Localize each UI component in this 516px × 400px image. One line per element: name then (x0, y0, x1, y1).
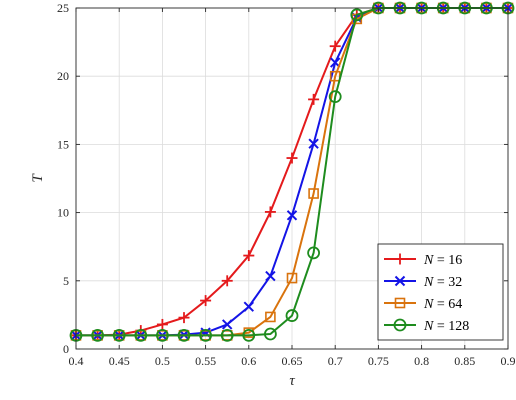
legend-value: 16 (448, 253, 462, 268)
x-tick-label: 0.55 (195, 354, 216, 368)
data-point (328, 90, 342, 104)
legend-variable: N (423, 253, 434, 268)
data-point (307, 246, 321, 260)
x-tick-label: 0.7 (328, 354, 343, 368)
legend-label: N = 16 (423, 253, 462, 268)
data-point (265, 270, 276, 282)
legend-equals: = (433, 275, 448, 290)
data-point (329, 40, 341, 52)
x-axis-label: τ (289, 373, 295, 389)
data-point (242, 328, 256, 342)
data-point (263, 327, 277, 341)
data-point (221, 319, 233, 330)
x-tick-label: 0.9 (501, 354, 516, 368)
legend-item: N = 32 (384, 275, 462, 290)
x-tick-label: 0.75 (368, 354, 389, 368)
data-point (308, 93, 320, 105)
data-point (221, 275, 233, 287)
legend-variable: N (423, 297, 434, 312)
data-point (286, 272, 298, 284)
legend-item: N = 16 (384, 253, 462, 268)
legend-variable: N (423, 275, 434, 290)
y-axis-ticks: 0 5 10 15 20 25 (57, 1, 508, 356)
x-tick-label: 0.8 (414, 354, 429, 368)
y-tick-label: 20 (57, 69, 69, 83)
legend-value: 128 (448, 319, 469, 334)
legend-value: 32 (448, 275, 462, 290)
data-point (178, 312, 190, 324)
y-tick-label: 10 (57, 206, 69, 220)
data-point (308, 138, 319, 149)
x-tick-label: 0.5 (155, 354, 170, 368)
legend-label: N = 128 (423, 319, 469, 334)
legend-marker (394, 297, 406, 309)
y-tick-label: 5 (63, 274, 69, 288)
y-tick-label: 0 (63, 342, 69, 356)
legend-equals: = (433, 297, 448, 312)
legend: N = 16N = 32N = 64N = 128 (377, 243, 504, 341)
data-point (286, 210, 298, 221)
legend-equals: = (433, 253, 448, 268)
legend-value: 64 (448, 297, 462, 312)
data-point (220, 328, 234, 342)
x-tick-label: 0.45 (109, 354, 130, 368)
data-point (285, 309, 299, 322)
x-tick-label: 0.4 (69, 354, 84, 368)
legend-item: N = 64 (384, 297, 462, 312)
legend-marker (394, 253, 406, 265)
legend-equals: = (433, 319, 448, 334)
x-tick-label: 0.85 (454, 354, 475, 368)
legend-variable: N (423, 319, 434, 334)
data-point (243, 250, 255, 262)
data-point (308, 188, 319, 199)
legend-label: N = 64 (423, 297, 462, 312)
y-tick-label: 15 (57, 137, 69, 151)
data-point (112, 328, 126, 342)
data-point (200, 295, 212, 307)
x-tick-label: 0.65 (282, 354, 303, 368)
y-axis-label: T (30, 173, 46, 183)
legend-item: N = 128 (384, 318, 469, 334)
legend-marker (393, 318, 407, 332)
legend-marker (394, 275, 406, 287)
x-axis-ticks: 0.4 0.45 0.5 0.55 0.6 0.65 0.7 0.75 0.8 0.85 0.9 (69, 8, 516, 368)
data-point (199, 328, 213, 342)
y-tick-label: 25 (57, 1, 69, 15)
data-point (156, 318, 168, 330)
data-point (155, 328, 169, 342)
data-point (134, 328, 148, 342)
data-point (177, 328, 191, 342)
x-tick-label: 0.6 (241, 354, 256, 368)
data-point (265, 311, 276, 323)
legend-label: N = 32 (423, 275, 462, 290)
data-point (286, 152, 298, 164)
data-point (91, 328, 104, 342)
data-point (350, 8, 364, 22)
data-point (243, 301, 255, 312)
data-point (264, 206, 276, 218)
